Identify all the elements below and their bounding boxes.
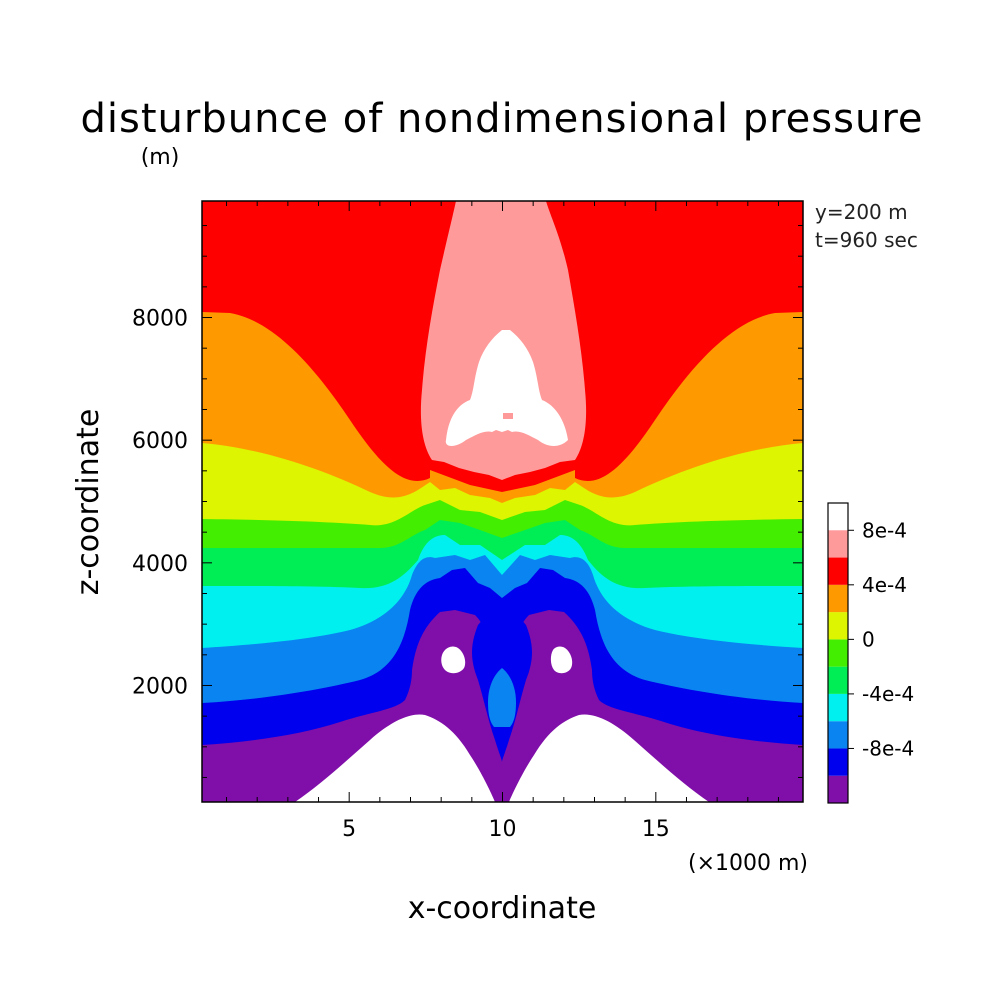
contour-band-pink-dot	[503, 413, 513, 419]
colorbar-swatch	[828, 530, 848, 558]
colorbar-tick-label: 0	[862, 627, 875, 651]
colorbar-tick-label: 8e-4	[862, 518, 907, 542]
contour-band-white-right	[550, 646, 573, 674]
x-axis-label: x-coordinate	[408, 891, 597, 926]
contour-band-white-bottom-right	[509, 714, 709, 802]
chart-title-unit: (m)	[141, 145, 180, 170]
y-tick-label: 6000	[132, 429, 188, 454]
y-axis-label: z-coordinate	[71, 409, 106, 596]
y-tick-label: 8000	[132, 307, 188, 332]
contour-band-white-core	[445, 330, 568, 446]
colorbar-labels: -8e-4 -4e-4 0 4e-4 8e-4	[862, 518, 914, 760]
chart-title: disturbunce of nondimensional pressure	[81, 96, 924, 142]
x-axis-unit: (×1000 m)	[688, 851, 808, 876]
axis-ticks	[202, 201, 803, 802]
colorbar-swatch	[828, 721, 848, 749]
y-tick-label: 2000	[132, 674, 188, 699]
y-tick-labels: 2000 4000 6000 8000	[132, 307, 188, 700]
colorbar-swatch	[828, 775, 848, 803]
x-tick-labels: 5 10 15	[342, 817, 670, 842]
colorbar-tick-label: -4e-4	[862, 682, 914, 706]
y-tick-label: 4000	[132, 552, 188, 577]
contour-band-inner-lightblue	[488, 668, 516, 727]
colorbar-swatch	[828, 748, 848, 776]
colorbar-swatch	[828, 693, 848, 722]
x-tick-label: 10	[489, 817, 517, 842]
contour-band-white-bottom-left	[295, 714, 495, 802]
info-y: y=200 m	[815, 200, 908, 224]
colorbar-swatch	[828, 584, 848, 613]
colorbar-swatch	[828, 666, 848, 694]
plot-area	[202, 201, 803, 802]
colorbar-swatch	[828, 557, 848, 585]
colorbar-tick-label: -8e-4	[862, 736, 914, 760]
info-t: t=960 sec	[815, 228, 918, 252]
x-tick-label: 5	[342, 817, 356, 842]
x-tick-label: 15	[642, 817, 670, 842]
colorbar	[827, 502, 854, 804]
colorbar-frame	[827, 502, 849, 804]
colorbar-swatch	[828, 639, 848, 667]
colorbar-tick-label: 4e-4	[862, 573, 907, 597]
colorbar-swatch	[828, 612, 848, 640]
contour-band-white-left	[441, 646, 466, 674]
